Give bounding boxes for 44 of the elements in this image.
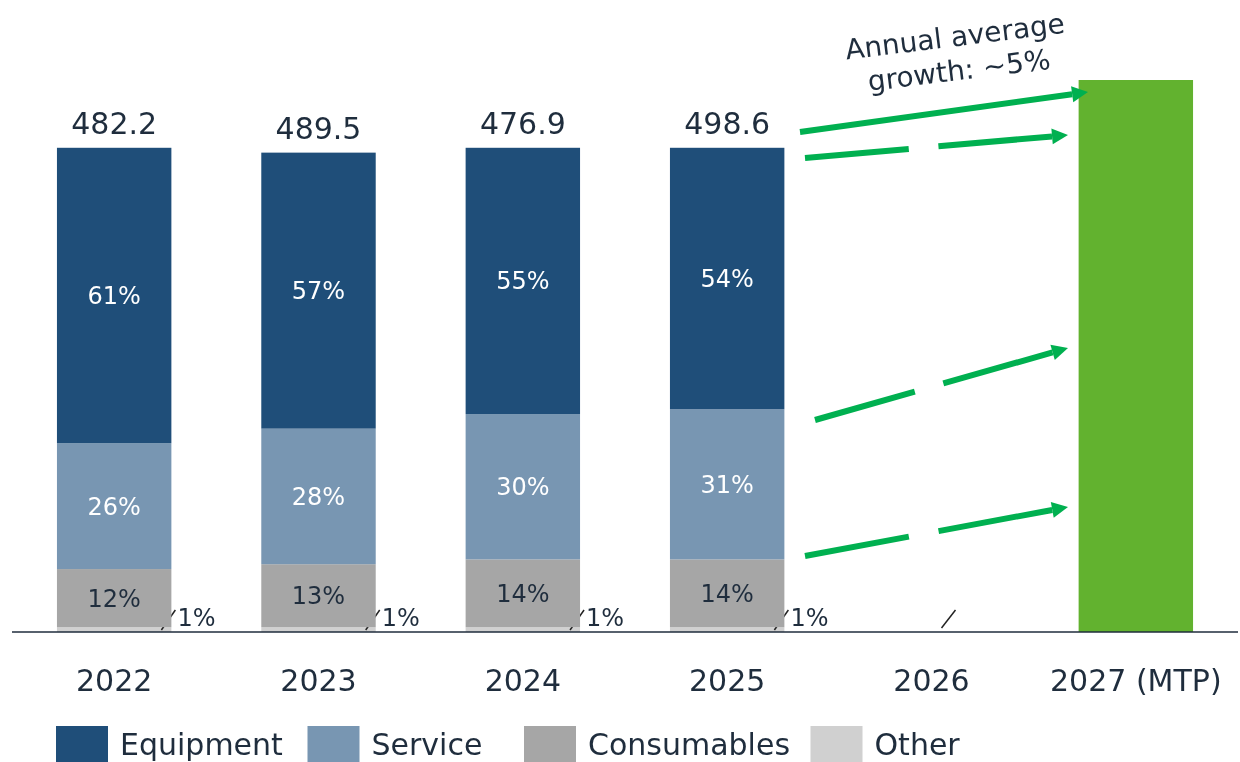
data-label: 1% bbox=[790, 604, 829, 633]
data-label: 12% bbox=[87, 584, 141, 613]
bar bbox=[261, 428, 376, 565]
x-tick-label: 2023 bbox=[280, 662, 357, 698]
data-label: 54% bbox=[700, 264, 754, 293]
data-label: 61% bbox=[87, 281, 141, 310]
x-tick-label: 2027 (MTP) bbox=[1050, 662, 1222, 698]
bar bbox=[56, 569, 172, 628]
bar bbox=[261, 152, 376, 429]
data-label: 28% bbox=[291, 482, 346, 511]
legend-label: Service bbox=[371, 726, 483, 762]
x-tick-label: 2026 bbox=[893, 662, 970, 698]
legend-label: Equipment bbox=[120, 726, 284, 762]
data-label: 1% bbox=[177, 604, 216, 633]
bar bbox=[1078, 80, 1194, 632]
bar bbox=[669, 147, 785, 410]
data-label: 1% bbox=[586, 604, 625, 633]
data-label: 31% bbox=[700, 470, 754, 499]
x-tick-label: 2024 bbox=[484, 662, 562, 698]
data-label: 1% bbox=[381, 604, 420, 633]
data-label: 13% bbox=[291, 582, 346, 611]
bar bbox=[465, 414, 581, 560]
data-label: 30% bbox=[496, 473, 550, 502]
x-tick-label: 2022 bbox=[75, 662, 153, 698]
annotation: 476.9 bbox=[479, 105, 566, 141]
data-label: 26% bbox=[87, 492, 141, 521]
annotation: 489.5 bbox=[275, 110, 362, 146]
x-tick-label: 2025 bbox=[688, 662, 766, 698]
bar bbox=[669, 559, 785, 628]
annotation: 498.6 bbox=[684, 105, 771, 141]
data-label: 55% bbox=[496, 267, 550, 296]
bar bbox=[56, 443, 172, 570]
bar bbox=[669, 409, 785, 560]
bar bbox=[56, 147, 172, 444]
annotation: Annual average growth: ~5% bbox=[843, 6, 1067, 98]
bar bbox=[261, 564, 376, 628]
bar bbox=[465, 559, 581, 628]
data-label: 14% bbox=[700, 579, 754, 608]
annotation: 482.2 bbox=[71, 105, 158, 141]
bar bbox=[465, 147, 581, 415]
legend-label: Consumables bbox=[588, 726, 791, 762]
data-label: 14% bbox=[496, 579, 550, 608]
legend-label: Other bbox=[874, 726, 961, 762]
data-label: 57% bbox=[291, 277, 346, 306]
